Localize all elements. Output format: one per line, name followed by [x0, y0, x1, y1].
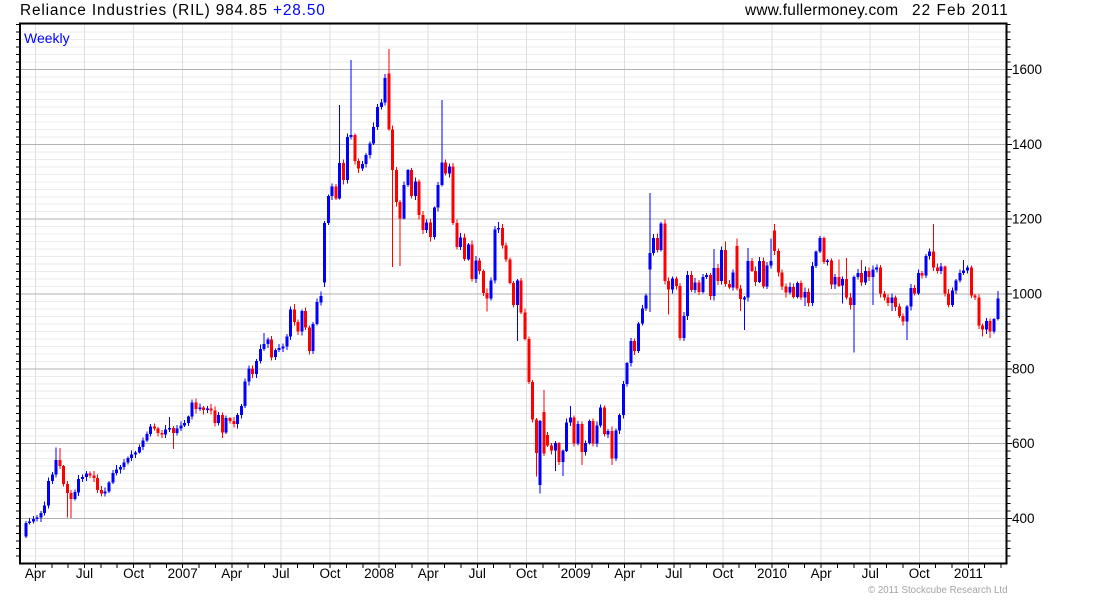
svg-text:Jul: Jul: [76, 566, 93, 581]
svg-text:400: 400: [1012, 511, 1035, 526]
svg-text:Apr: Apr: [25, 566, 47, 581]
svg-text:Oct: Oct: [123, 566, 144, 581]
svg-text:Jul: Jul: [469, 566, 486, 581]
svg-text:Apr: Apr: [221, 566, 243, 581]
svg-text:Apr: Apr: [811, 566, 833, 581]
svg-text:1400: 1400: [1012, 137, 1042, 152]
svg-text:2007: 2007: [168, 566, 198, 581]
svg-text:2011: 2011: [954, 566, 983, 581]
svg-text:1200: 1200: [1012, 212, 1042, 227]
svg-text:1600: 1600: [1012, 62, 1042, 77]
svg-text:Jul: Jul: [862, 566, 879, 581]
svg-text:600: 600: [1012, 436, 1035, 451]
svg-text:2010: 2010: [757, 566, 787, 581]
svg-text:2008: 2008: [364, 566, 394, 581]
svg-text:2009: 2009: [561, 566, 591, 581]
svg-text:Jul: Jul: [665, 566, 682, 581]
svg-text:1000: 1000: [1012, 287, 1042, 302]
svg-text:Oct: Oct: [319, 566, 340, 581]
svg-text:Oct: Oct: [516, 566, 537, 581]
svg-text:Jul: Jul: [272, 566, 289, 581]
svg-text:Apr: Apr: [614, 566, 636, 581]
svg-text:Apr: Apr: [418, 566, 440, 581]
svg-text:Oct: Oct: [712, 566, 733, 581]
svg-text:800: 800: [1012, 361, 1035, 376]
svg-text:Oct: Oct: [909, 566, 930, 581]
